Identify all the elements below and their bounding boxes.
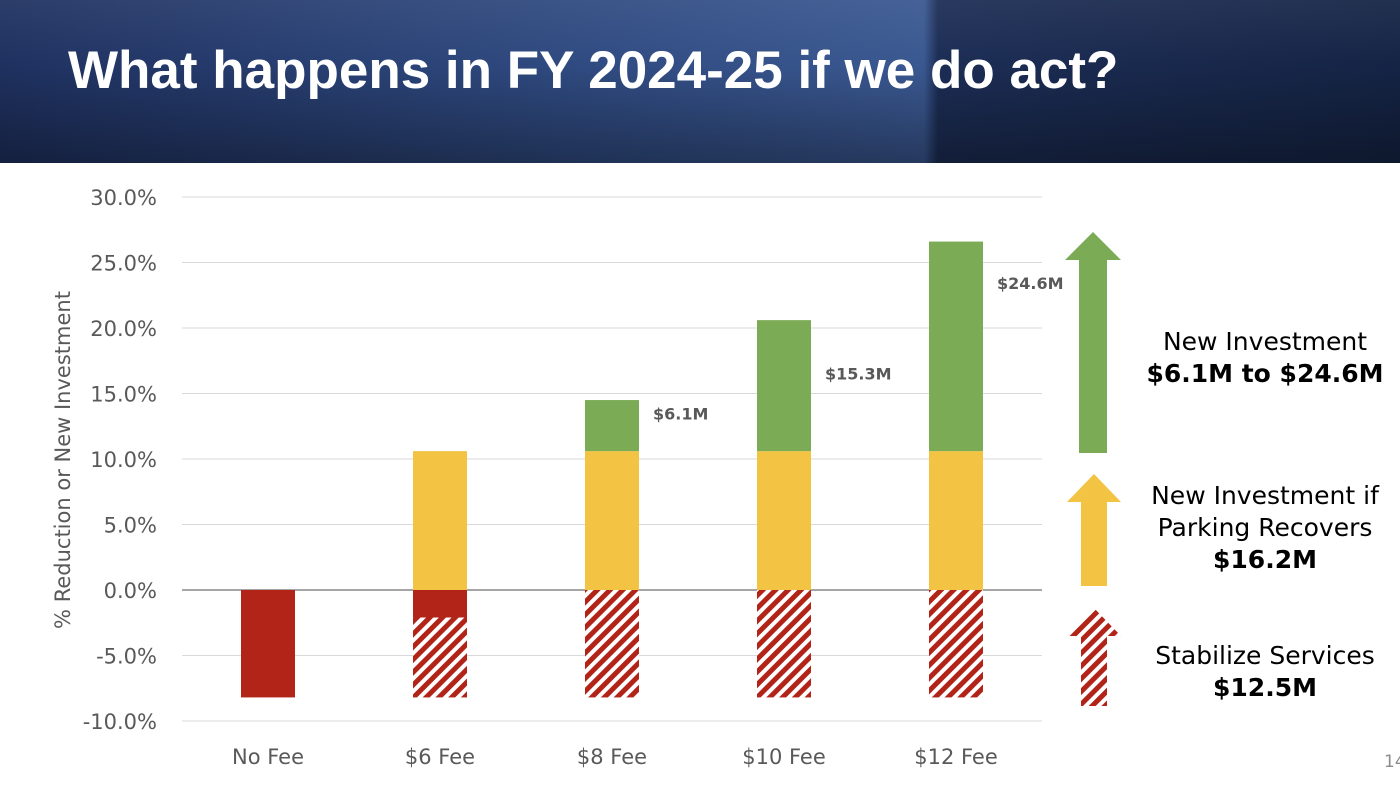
hatched-red-up-arrow-icon [1067, 608, 1121, 706]
y-tick-label: 15.0% [90, 383, 157, 407]
bar-value-labels: $6.1M $15.3M $24.6M [653, 274, 1064, 423]
y-tick-labels: -10.0% -5.0% 0.0% 5.0% 10.0% 15.0% 20.0% 25.0% 3… [83, 186, 157, 734]
bar-segment-solid-red [413, 590, 467, 618]
bar-value-label: $24.6M [997, 274, 1064, 293]
y-tick-label: 25.0% [90, 252, 157, 276]
legend-red: Stabilize Services $12.5M [1130, 640, 1400, 704]
x-tick-label: $10 Fee [742, 745, 826, 769]
bars [241, 241, 983, 698]
bar-segment-yellow [585, 451, 639, 590]
y-tick-label: -5.0% [96, 645, 157, 669]
bar-value-label: $15.3M [825, 365, 892, 384]
bar-segment-green [585, 400, 639, 452]
slide-title: What happens in FY 2024-25 if we do act? [68, 41, 1119, 100]
y-tick-label: 0.0% [104, 579, 157, 603]
bar-segment-yellow [929, 451, 983, 590]
x-tick-label: $6 Fee [405, 745, 475, 769]
yellow-up-arrow-icon [1067, 474, 1121, 586]
x-tick-label: $12 Fee [914, 745, 998, 769]
y-tick-label: 30.0% [90, 186, 157, 210]
bar-value-label: $6.1M [653, 404, 708, 423]
bar-segment-yellow [757, 451, 811, 590]
legend-yellow: New Investment if Parking Recovers $16.2… [1130, 480, 1400, 576]
legend-yellow-line2: Parking Recovers [1157, 513, 1373, 542]
legend-yellow-line3: $16.2M [1213, 545, 1317, 574]
page-number: 14 [1384, 752, 1400, 772]
legend-red-line1: Stabilize Services [1155, 641, 1375, 670]
green-up-arrow-icon [1065, 232, 1121, 453]
legend-green: New Investment $6.1M to $24.6M [1130, 326, 1400, 390]
y-tick-label: -10.0% [83, 710, 157, 734]
bar-segment-green [757, 320, 811, 452]
banner-shade [0, 0, 1400, 163]
legend-green-line2: $6.1M to $24.6M [1146, 359, 1384, 388]
x-tick-label: No Fee [232, 745, 304, 769]
y-axis-label: % Reduction or New Investment [51, 291, 75, 629]
title-banner: What happens in FY 2024-25 if we do act? [0, 0, 1400, 163]
bar-segment-solid-red [241, 590, 295, 698]
legend-yellow-line1: New Investment if [1151, 481, 1379, 510]
y-tick-label: 10.0% [90, 448, 157, 472]
bar-segment-yellow [413, 451, 467, 590]
legend-green-line1: New Investment [1162, 327, 1368, 356]
x-tick-labels: No Fee $6 Fee $8 Fee $10 Fee $12 Fee [232, 745, 998, 769]
bar-segment-hatched-red [757, 590, 811, 698]
legend-red-line2: $12.5M [1213, 673, 1317, 702]
bar-segment-hatched-red [929, 590, 983, 698]
y-tick-label: 5.0% [104, 514, 157, 538]
x-tick-label: $8 Fee [577, 745, 647, 769]
bar-segment-hatched-red [413, 617, 467, 698]
y-tick-label: 20.0% [90, 317, 157, 341]
bar-segment-hatched-red [585, 590, 639, 698]
bar-segment-green [929, 241, 983, 452]
